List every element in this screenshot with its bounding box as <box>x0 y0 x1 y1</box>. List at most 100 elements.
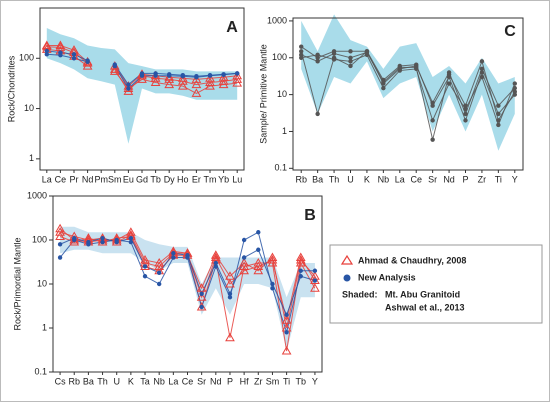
data-marker <box>58 53 63 58</box>
data-marker <box>348 49 353 54</box>
x-tick-label: U <box>347 174 354 184</box>
data-marker <box>213 260 219 266</box>
data-marker <box>253 265 264 275</box>
x-tick-label: P <box>462 174 468 184</box>
legend-box <box>329 244 543 324</box>
x-tick-label: Pm <box>94 174 108 184</box>
data-marker <box>225 278 235 288</box>
sample-line <box>300 46 516 122</box>
x-tick-label: P <box>227 376 233 386</box>
x-tick-label: Hf <box>240 376 249 386</box>
x-tick-label: Y <box>512 174 518 184</box>
data-marker <box>100 239 105 245</box>
x-tick-label: Nb <box>153 376 165 386</box>
data-marker <box>109 66 120 75</box>
data-marker <box>315 52 320 58</box>
panel: 1 10 100 La Ce Pr Nd Pm Sm Eu Gd Tb Dy Ho Er Tm Yb Lu Rock… <box>6 7 245 184</box>
data-marker <box>191 79 202 89</box>
y-tick-label: 100 <box>32 234 47 244</box>
data-marker <box>142 264 148 269</box>
data-marker <box>241 255 247 260</box>
x-tick-label: Zr <box>478 174 487 184</box>
data-marker <box>41 40 52 49</box>
data-marker <box>284 330 289 335</box>
data-marker <box>86 239 91 245</box>
data-marker <box>114 239 119 245</box>
x-tick-label: Zr <box>254 376 263 386</box>
data-marker <box>232 70 243 80</box>
data-marker <box>112 63 118 69</box>
data-marker <box>463 118 468 123</box>
data-marker <box>126 227 136 236</box>
data-marker <box>256 247 261 252</box>
x-tick-label: Sr <box>197 376 206 386</box>
data-marker <box>199 304 204 310</box>
data-marker <box>128 235 134 241</box>
data-marker <box>414 65 419 70</box>
data-marker <box>210 250 221 259</box>
x-tick-label: Yb <box>218 174 229 184</box>
data-marker <box>57 242 63 247</box>
data-marker <box>267 257 278 267</box>
x-tick-label: Ce <box>182 376 194 386</box>
x-tick-label: Rb <box>68 376 80 386</box>
data-marker <box>284 312 289 317</box>
data-marker <box>71 56 77 61</box>
x-tick-label: Nb <box>378 174 390 184</box>
data-marker <box>364 50 370 55</box>
data-marker <box>207 73 213 78</box>
data-marker <box>227 291 233 296</box>
data-marker <box>156 281 162 287</box>
data-marker <box>123 86 134 95</box>
data-marker <box>225 271 235 280</box>
panel-title: C <box>504 23 516 40</box>
data-marker <box>463 103 468 108</box>
y-tick-label: 1 <box>29 153 34 163</box>
x-tick-label: Cs <box>55 376 66 386</box>
axes-frame <box>292 17 524 171</box>
data-marker <box>164 74 175 83</box>
data-marker <box>479 70 485 75</box>
x-tick-label: Sm <box>108 174 122 184</box>
data-marker <box>218 79 229 89</box>
data-marker <box>126 86 131 91</box>
data-marker <box>241 237 247 243</box>
data-marker <box>82 61 93 70</box>
data-marker <box>512 85 517 91</box>
data-marker <box>298 268 303 273</box>
x-tick-label: U <box>113 376 120 386</box>
x-tick-label: K <box>128 376 134 386</box>
data-marker <box>232 78 243 87</box>
data-marker <box>446 81 452 86</box>
shaded-band <box>46 28 238 144</box>
data-marker <box>479 59 485 64</box>
data-marker <box>55 40 66 49</box>
data-marker <box>72 235 77 241</box>
data-marker <box>512 89 517 94</box>
data-marker <box>194 75 199 80</box>
data-marker <box>156 270 162 275</box>
x-tick-label: Er <box>192 174 201 184</box>
data-marker <box>142 274 148 279</box>
data-marker <box>55 42 66 51</box>
data-marker <box>446 72 452 77</box>
x-tick-label: Eu <box>123 174 134 184</box>
data-marker <box>512 81 517 86</box>
x-tick-label: Tb <box>150 174 161 184</box>
data-marker <box>126 82 131 87</box>
legend-marker <box>343 274 351 282</box>
sample-line <box>301 51 516 140</box>
data-marker <box>315 111 320 117</box>
data-marker <box>479 74 485 80</box>
data-marker <box>235 71 240 76</box>
panel-title: B <box>304 207 316 224</box>
data-marker <box>397 68 402 73</box>
data-marker <box>218 72 229 81</box>
x-tick-label: Th <box>329 174 340 184</box>
data-marker <box>298 274 303 279</box>
legend-marker <box>340 254 354 265</box>
data-marker <box>463 111 468 117</box>
data-marker <box>299 44 304 49</box>
data-marker <box>430 103 435 108</box>
x-tick-label: Ba <box>83 376 94 386</box>
